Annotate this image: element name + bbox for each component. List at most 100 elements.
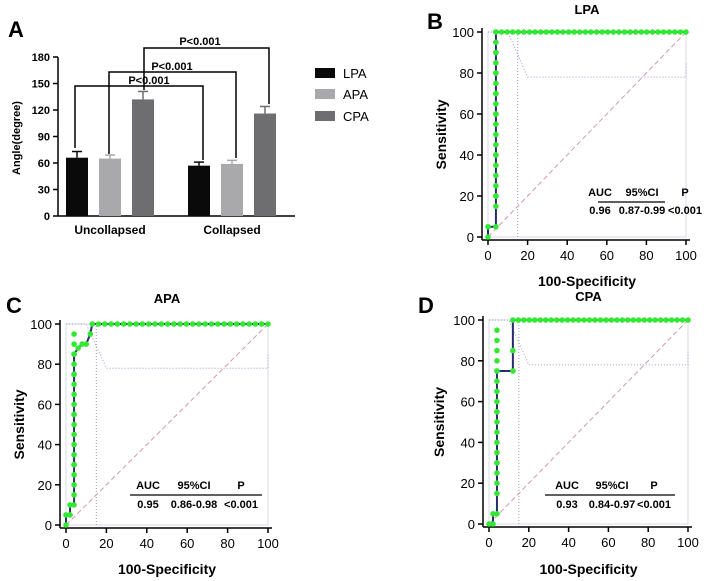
stats-value: 0.93 [556,499,577,511]
roc-point [592,317,598,323]
bar-apa-uncollapsed [99,158,121,216]
panel-label-d: D [418,293,434,318]
stats-header: P [681,187,688,199]
roc-point [515,317,522,323]
roc-point [240,321,246,327]
x-tick-label: 0 [484,248,491,263]
roc-panel-cpa: CPA 00 20 20 40 40 60 60 80 80 100 100 100-Specifici… [431,289,699,577]
roc-point [485,223,491,230]
roc-panel-lpa: LPA 00 20 20 40 40 60 60 80 80 100 100 100-Specifici… [433,2,702,289]
bar-chart-ylabel: Angle(degree) [11,101,23,175]
y-tick-label: 0 [467,230,474,245]
roc-point [560,29,566,35]
roc-point [493,131,499,138]
roc-point [63,512,69,518]
roc-point [120,321,127,327]
roc-point [521,317,527,323]
roc-point [638,29,645,35]
roc-xlabel: 100-Specificity [538,273,636,289]
x-tick-label: 80 [220,536,234,551]
roc-point [674,317,680,323]
roc-point [521,29,527,35]
roc-point [490,521,496,527]
y-tick-label: 0 [468,517,475,532]
roc-point [657,317,664,323]
roc-point [71,381,77,388]
roc-point [537,29,544,35]
roc-point [494,409,500,415]
roc-point [559,317,565,323]
roc-point [655,29,661,35]
roc-point [494,388,500,395]
roc-point [608,317,615,323]
roc-point [494,337,500,344]
roc-point [635,317,642,323]
x-tick-label: 80 [641,535,655,550]
legend-swatch-lpa [315,68,335,78]
y-tick-label: 90 [38,132,50,144]
roc-point [233,321,240,327]
x-tick-label: 20 [522,535,536,550]
roc-point [71,431,77,438]
roc-point [493,203,499,210]
roc-point [114,321,121,327]
roc-point [582,29,589,35]
roc-point [641,317,648,323]
roc-point [494,358,500,364]
roc-point [486,521,492,527]
p-value-annotation: P<0.001 [128,75,169,87]
y-tick-label: 100 [452,25,474,40]
roc-point [571,29,577,35]
roc-point [493,193,499,199]
roc-point [102,321,108,327]
roc-point [87,331,94,337]
roc-point [494,480,500,487]
roc-point [597,317,604,323]
roc-point [493,141,499,148]
roc-point [493,162,499,169]
roc-point [494,429,500,436]
roc-point [71,421,77,428]
stats-header: P [650,480,657,492]
roc-point [493,111,499,117]
y-tick-label: 60 [38,397,52,412]
roc-point [71,371,77,378]
roc-point [164,321,171,327]
roc-point [265,321,271,327]
roc-point [531,317,538,323]
stats-header: 95%CI [595,480,628,492]
roc-point [588,29,594,35]
roc-point [504,29,510,35]
bar-apa-collapsed [221,163,243,216]
y-tick-label: 60 [460,107,474,122]
roc-xlabel: 100-Specificity [118,561,216,577]
roc-point [493,121,499,128]
x-tick-label: 100 [677,535,699,550]
y-tick-label: 120 [32,105,50,117]
stats-header: AUC [136,480,160,492]
roc-point [625,317,631,323]
stats-value: 0.87-0.99 [619,205,665,217]
roc-point [494,511,500,517]
y-tick-label: 180 [32,52,50,64]
roc-point [494,439,500,446]
roc-point [214,321,221,327]
roc-point [621,29,628,35]
stats-value: <0.001 [224,499,258,511]
x-tick-label: 40 [140,536,154,551]
roc-point [71,461,77,468]
roc-point [171,321,177,327]
roc-point [532,29,538,35]
roc-point [660,29,667,35]
x-tick-label: 60 [601,535,615,550]
roc-point [570,317,576,323]
roc-xlabel: 100-Specificity [539,561,637,577]
y-tick-label: 60 [38,158,50,170]
roc-point [246,321,252,327]
roc-point [599,29,605,35]
bar-chart-legend: LPA APA CPA [315,66,369,124]
stats-value: <0.001 [668,205,702,217]
roc-point [494,398,500,405]
roc-point [75,345,81,351]
